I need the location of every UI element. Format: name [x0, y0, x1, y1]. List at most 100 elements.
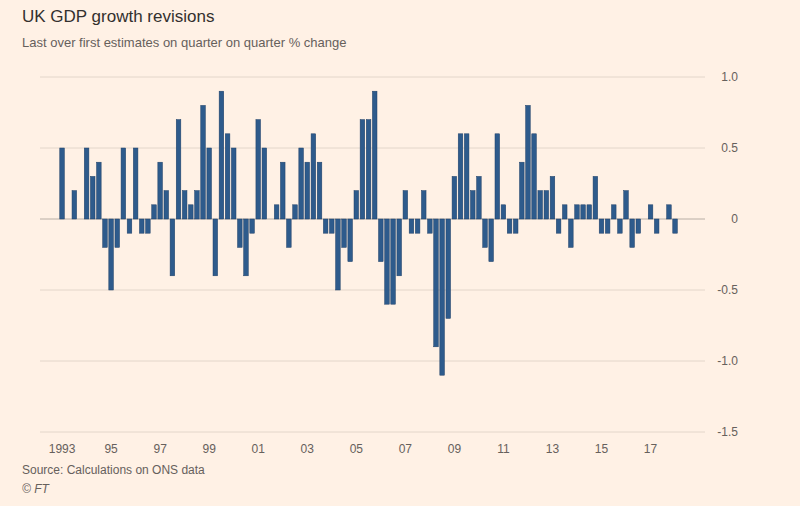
bar [329, 219, 334, 233]
bar [139, 219, 144, 233]
bar [262, 148, 267, 219]
bar [513, 219, 518, 233]
bar [403, 191, 408, 219]
bar [287, 219, 292, 247]
bar [188, 205, 193, 219]
bar [470, 191, 475, 219]
bar [195, 191, 200, 219]
bar [495, 134, 500, 219]
bar [575, 205, 580, 219]
grid [40, 77, 705, 432]
x-tick-label: 09 [448, 442, 462, 456]
bar [550, 176, 555, 219]
bar [201, 105, 206, 219]
y-tick-label: -0.5 [717, 283, 738, 297]
title: UK GDP growth revisions [22, 7, 214, 26]
bar [599, 219, 604, 233]
y-tick-label: 0 [731, 212, 738, 226]
bar [146, 219, 151, 233]
x-tick-label: 01 [252, 442, 266, 456]
bar [164, 191, 169, 219]
bar [103, 219, 108, 247]
bar [336, 219, 341, 290]
x-tick-label: 1993 [49, 442, 76, 456]
bar [428, 219, 433, 233]
y-tick-label: 1.0 [721, 70, 738, 84]
y-tick-label: 0.5 [721, 141, 738, 155]
bar [458, 134, 463, 219]
y-tick-label: -1.5 [717, 425, 738, 439]
bar [415, 219, 420, 233]
bar [213, 219, 218, 276]
bar [507, 219, 512, 233]
source: Source: Calculations on ONS data [22, 463, 205, 477]
chart: UK GDP growth revisions Last over first e… [0, 0, 800, 506]
bar [305, 162, 310, 219]
bar [520, 162, 525, 219]
bar [372, 91, 377, 219]
bar [501, 205, 506, 219]
x-tick-label: 07 [399, 442, 413, 456]
bar [90, 176, 95, 219]
bar [348, 219, 353, 262]
bar [379, 219, 384, 262]
bar [440, 219, 445, 375]
bar [636, 219, 641, 233]
bar [207, 148, 212, 219]
bar [366, 120, 371, 219]
bar [544, 191, 549, 219]
x-tick-label: 11 [497, 442, 510, 456]
bar [152, 205, 157, 219]
bar [127, 219, 132, 233]
bar [115, 219, 120, 247]
bar [642, 219, 647, 220]
bar [605, 219, 610, 233]
bar [244, 219, 249, 276]
bar [446, 219, 451, 318]
bar [250, 219, 255, 233]
bar [225, 134, 230, 219]
bar [569, 219, 574, 247]
grid-line [40, 290, 705, 291]
bar [409, 219, 414, 233]
x-tick-label: 99 [203, 442, 217, 456]
bar [66, 219, 71, 220]
bar [581, 205, 586, 219]
grid-line [40, 432, 705, 433]
bar [354, 191, 359, 219]
bar [452, 176, 457, 219]
bar [421, 191, 426, 219]
x-tick-label: 17 [644, 442, 658, 456]
bar [556, 219, 561, 233]
grid-line [40, 361, 705, 362]
bar [391, 219, 396, 304]
bar [256, 120, 261, 219]
bar [483, 219, 488, 247]
bar [624, 191, 629, 219]
x-tick-label: 13 [546, 442, 560, 456]
bar [176, 120, 181, 219]
bar [654, 219, 659, 233]
bar [84, 148, 89, 219]
bar [109, 219, 114, 290]
bar [133, 148, 138, 219]
bar [562, 205, 567, 219]
bar [397, 219, 402, 276]
bar [526, 105, 531, 219]
copyright: © FT [22, 482, 51, 496]
bar [78, 219, 83, 220]
bar [385, 219, 390, 304]
bar [673, 219, 678, 233]
x-tick-label: 95 [104, 442, 118, 456]
subtitle: Last over first estimates on quarter on … [22, 35, 346, 50]
bar [311, 134, 316, 219]
bar [238, 219, 243, 247]
bar [360, 120, 365, 219]
bar [274, 205, 279, 219]
bar [464, 134, 469, 219]
x-tick-label: 15 [595, 442, 609, 456]
bar [60, 148, 65, 219]
x-tick-label: 97 [153, 442, 167, 456]
bar [489, 219, 494, 262]
bar [158, 162, 163, 219]
